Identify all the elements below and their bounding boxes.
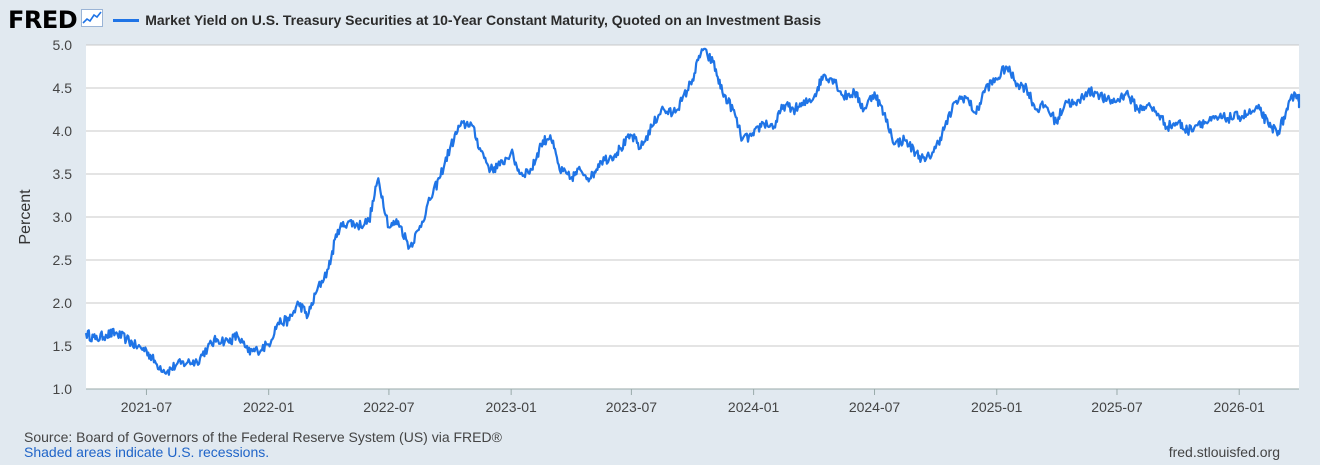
x-tick-label: 2025-07 xyxy=(1091,399,1143,415)
y-tick-label: 3.0 xyxy=(53,209,73,225)
footer-source: Source: Board of Governors of the Federa… xyxy=(24,430,502,460)
chart-line-icon xyxy=(81,8,104,32)
legend-series-swatch xyxy=(113,18,140,22)
y-axis-label: Percent xyxy=(17,189,34,245)
y-axis-ticks: 5.0 4.5 4.0 3.5 3.0 2.5 2.0 1.5 1.0 xyxy=(53,37,73,397)
chart-header: FRED Market Yield on U.S. Treasury Secur… xyxy=(8,6,821,34)
y-tick-label: 4.0 xyxy=(53,123,73,139)
x-tick-label: 2024-07 xyxy=(849,399,901,415)
source-note: Source: Board of Governors of the Federa… xyxy=(24,429,502,445)
x-axis-ticks: 2021-07 2022-01 2022-07 2023-01 2023-07 2024-… xyxy=(86,388,1299,415)
x-tick-label: 2023-07 xyxy=(606,399,658,415)
x-tick-label: 2024-01 xyxy=(728,399,780,415)
fred-site-link[interactable]: fred.stlouisfed.org xyxy=(1168,444,1280,460)
x-tick-label: 2021-07 xyxy=(121,399,173,415)
line-chart: 5.0 4.5 4.0 3.5 3.0 2.5 2.0 1.5 1.0 2021-07 2022-… xyxy=(17,37,1301,415)
y-tick-label: 1.0 xyxy=(53,381,73,397)
x-tick-label: 2023-01 xyxy=(485,399,537,415)
fred-logo[interactable]: FRED xyxy=(8,6,78,34)
series-line-dgs10[interactable] xyxy=(84,47,1301,376)
y-tick-label: 2.0 xyxy=(53,295,73,311)
y-tick-label: 3.5 xyxy=(53,166,73,182)
x-tick-label: 2025-01 xyxy=(971,399,1023,415)
y-tick-label: 2.5 xyxy=(53,252,73,268)
y-tick-label: 1.5 xyxy=(53,338,73,354)
y-tick-label: 4.5 xyxy=(53,80,73,96)
recession-note[interactable]: Shaded areas indicate U.S. recessions. xyxy=(24,444,270,460)
x-tick-label: 2022-01 xyxy=(243,399,295,415)
x-tick-label: 2022-07 xyxy=(363,399,415,415)
chart-title: Market Yield on U.S. Treasury Securities… xyxy=(145,12,822,28)
x-tick-label: 2026-01 xyxy=(1214,399,1266,415)
y-tick-label: 5.0 xyxy=(53,37,73,53)
